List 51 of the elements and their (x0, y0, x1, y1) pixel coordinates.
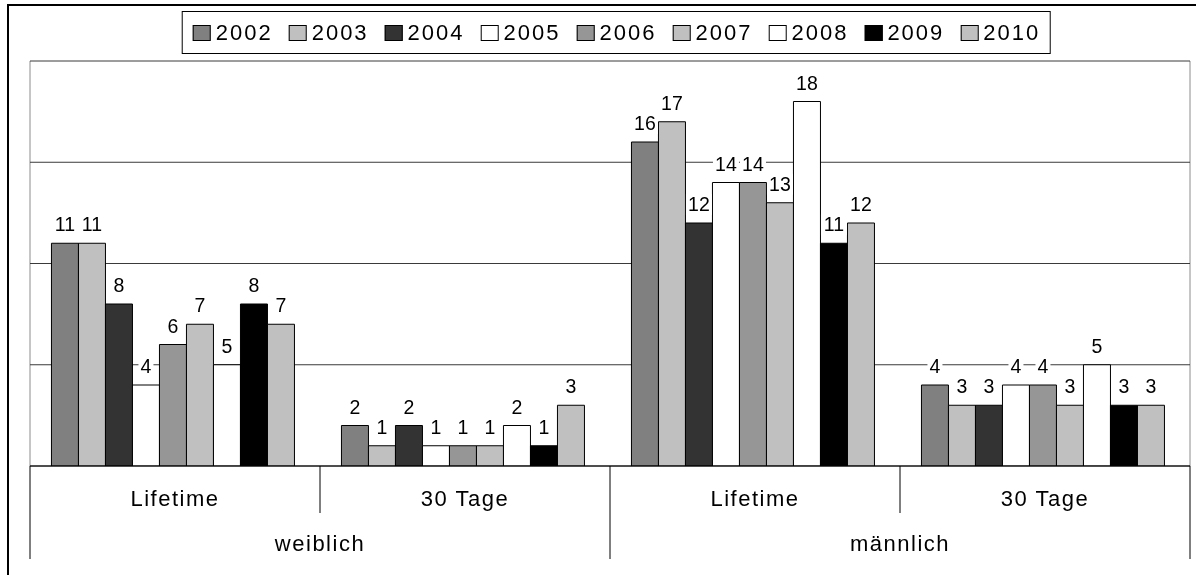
data-label: 18 (796, 71, 818, 94)
data-label: 3 (1064, 375, 1076, 398)
data-label: 6 (167, 314, 179, 337)
data-label: 4 (929, 355, 941, 377)
data-label: 4 (1037, 355, 1049, 377)
data-label: 8 (113, 274, 125, 296)
data-label: 17 (661, 91, 683, 114)
text: weiblich (274, 531, 366, 557)
legend-label: 2007 (695, 20, 753, 45)
data-label: 11 (54, 213, 76, 236)
data-label: 3 (983, 375, 995, 398)
data-label: 11 (823, 213, 845, 236)
data-label: 5 (221, 334, 233, 357)
legend-label: 2004 (407, 20, 465, 45)
data-label: 3 (565, 375, 577, 398)
data-label: 1 (430, 415, 442, 438)
data-label: 5 (1091, 334, 1103, 357)
data-label: 12 (850, 193, 872, 215)
x-tick-label: 30 Tage (420, 486, 510, 511)
data-label: 12 (688, 193, 710, 215)
data-label: 2 (349, 395, 361, 418)
data-label: 4 (140, 355, 152, 377)
text: männlich (849, 531, 951, 557)
data-label: 14 (742, 152, 764, 175)
data-label: 16 (634, 112, 656, 134)
data-label: 1 (376, 415, 388, 438)
legend-label: 2003 (311, 20, 369, 45)
data-label: 8 (248, 274, 260, 296)
legend-label: 2008 (791, 20, 849, 45)
data-label: 3 (1145, 375, 1157, 398)
data-label: 1 (538, 415, 550, 438)
data-label: 3 (956, 375, 968, 398)
legend-label: 2002 (215, 20, 273, 45)
legend-label: 2006 (599, 20, 657, 45)
legend-label: 2010 (983, 20, 1041, 45)
data-label: 11 (81, 213, 103, 236)
x-tick-label: Lifetime (130, 486, 220, 511)
x-tick-label: Lifetime (710, 486, 800, 511)
data-label: 1 (484, 415, 496, 438)
x-tick-label: 30 Tage (1000, 486, 1090, 511)
data-label: 14 (715, 152, 737, 175)
data-label: 2 (511, 395, 523, 418)
data-label: 13 (769, 172, 791, 195)
data-label: 2 (403, 395, 415, 418)
data-label: 1 (457, 415, 469, 438)
legend-label: 2005 (503, 20, 561, 45)
data-label: 7 (194, 294, 206, 317)
legend-label: 2009 (887, 20, 945, 45)
data-label: 4 (1010, 355, 1022, 377)
data-label: 7 (275, 294, 287, 317)
data-label: 3 (1118, 375, 1130, 398)
